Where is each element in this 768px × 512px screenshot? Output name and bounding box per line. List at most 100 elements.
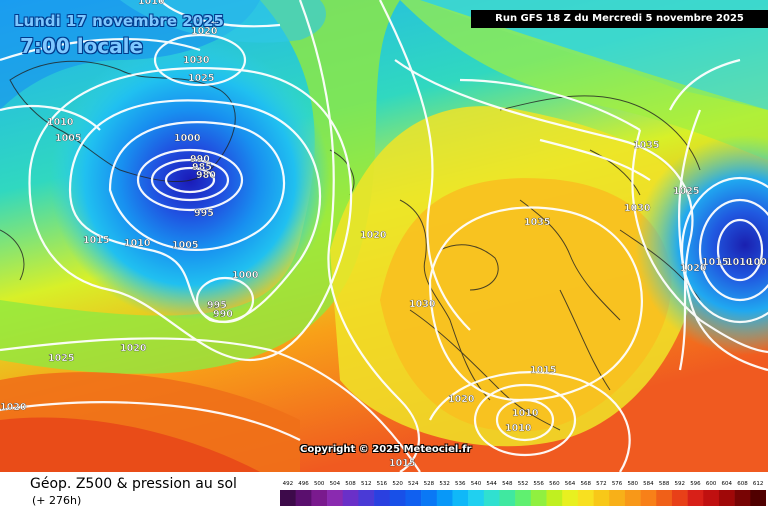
isobar-label: 1010 — [138, 0, 165, 7]
scale-swatch — [358, 490, 375, 506]
scale-tick-label: 584 — [643, 481, 654, 487]
scale-tick-label: 536 — [455, 481, 466, 487]
scale-tick-label: 600 — [706, 481, 717, 487]
scale-swatch — [421, 490, 438, 506]
weather-map: 1010 1020 1030 1025 1010 1005 1000 990 9… — [0, 0, 768, 472]
isobar-label: 990 — [213, 309, 233, 320]
isobar-label: 1020 — [448, 394, 475, 405]
scale-swatch — [530, 490, 547, 506]
scale-tick-label: 580 — [627, 481, 638, 487]
scale-tick-label: 596 — [690, 481, 701, 487]
scale-tick-label: 608 — [737, 481, 748, 487]
scale-swatch — [546, 490, 563, 506]
isobar-label: 1020 — [120, 343, 147, 354]
forecast-date: Lundi 17 novembre 2025 — [14, 12, 224, 30]
isobar-label: 1030 — [409, 299, 436, 310]
scale-swatch — [452, 490, 469, 506]
scale-tick-label: 512 — [361, 481, 372, 487]
scale-swatch — [327, 490, 344, 506]
isobar-label: 1020 — [360, 230, 387, 241]
scale-swatch — [468, 490, 485, 506]
scale-swatch — [703, 490, 720, 506]
isobar-label: 1005 — [172, 240, 198, 251]
isobar-label: 1030 — [624, 203, 651, 214]
scale-swatch — [436, 490, 453, 506]
isobar-label: 1000 — [174, 133, 201, 144]
scale-swatch — [389, 490, 406, 506]
scale-swatch — [640, 490, 657, 506]
scale-swatch — [687, 490, 704, 506]
isobar-label: 1015 — [83, 235, 109, 246]
scale-tick-label: 540 — [471, 481, 482, 487]
scale-swatch — [718, 490, 735, 506]
isobar-label: 1010 — [726, 257, 753, 268]
isobar-label: 1000 — [232, 270, 259, 281]
scale-swatch — [515, 490, 532, 506]
scale-swatch — [734, 490, 751, 506]
scale-tick-label: 504 — [330, 481, 341, 487]
isobar-label: 1015 — [530, 365, 556, 376]
isobar-label: 1005 — [747, 257, 768, 268]
scale-tick-label: 508 — [345, 481, 356, 487]
scale-swatch — [577, 490, 594, 506]
forecast-lead-time: (+ 276h) — [32, 494, 82, 507]
isobar-label: 1010 — [512, 408, 539, 419]
scale-swatch — [671, 490, 688, 506]
isobar-label: 1025 — [673, 186, 699, 197]
run-info-banner: Run GFS 18 Z du Mercredi 5 novembre 2025 — [471, 10, 768, 28]
isobar-label: 1010 — [47, 117, 74, 128]
scale-swatch — [374, 490, 391, 506]
isobar-label: 1010 — [505, 423, 532, 434]
scale-tick-label: 556 — [533, 481, 544, 487]
scale-swatch — [499, 490, 516, 506]
forecast-time: 7:00 locale — [20, 34, 144, 58]
scale-swatch — [609, 490, 626, 506]
color-scale-legend: 492 496 500 504 508 512 516 520 524 528 532 536 540 5… — [280, 481, 766, 506]
scale-tick-label: 524 — [408, 481, 419, 487]
scale-tick-label: 548 — [502, 481, 513, 487]
scale-tick-label: 552 — [518, 481, 529, 487]
scale-tick-label: 604 — [722, 481, 733, 487]
isobar-label: 990 — [190, 154, 210, 165]
map-title: Géop. Z500 & pression au sol — [30, 476, 237, 492]
isobar-label: 1035 — [633, 140, 659, 151]
scale-tick-label: 528 — [424, 481, 435, 487]
isobar-label: 1010 — [124, 238, 151, 249]
scale-swatch — [656, 490, 673, 506]
scale-tick-label: 612 — [753, 481, 764, 487]
scale-swatch — [342, 490, 359, 506]
scale-tick-label: 492 — [283, 481, 294, 487]
scale-swatch — [405, 490, 422, 506]
isobar-label: 980 — [196, 170, 216, 181]
isobar-label: 1020 — [0, 402, 27, 413]
scale-tick-label: 588 — [659, 481, 670, 487]
isobar-label: 1020 — [191, 26, 218, 37]
scale-swatch — [750, 490, 766, 506]
scale-tick-label: 572 — [596, 481, 607, 487]
scale-tick-label: 544 — [486, 481, 497, 487]
scale-swatch — [311, 490, 328, 506]
isobar-label: 1005 — [55, 133, 81, 144]
scale-tick-label: 516 — [377, 481, 388, 487]
scale-tick-label: 564 — [565, 481, 576, 487]
scale-tick-label: 496 — [298, 481, 309, 487]
scale-tick-label: 520 — [392, 481, 403, 487]
isobar-label: 1025 — [48, 353, 74, 364]
isobar-label: 985 — [192, 162, 212, 173]
isobar-label: 1025 — [188, 73, 214, 84]
isobar-label: 1020 — [680, 263, 707, 274]
scale-tick-label: 592 — [675, 481, 686, 487]
scale-swatch — [593, 490, 610, 506]
scale-swatch — [295, 490, 312, 506]
scale-tick-label: 560 — [549, 481, 560, 487]
scale-swatch — [624, 490, 641, 506]
isobar-label: 995 — [194, 208, 214, 219]
scale-tick-label: 500 — [314, 481, 325, 487]
scale-swatch — [562, 490, 579, 506]
scale-tick-label: 532 — [439, 481, 450, 487]
copyright-notice: Copyright © 2025 Meteociel.fr — [300, 444, 472, 455]
isobar-label: 1035 — [524, 217, 550, 228]
isobar-label: 1015 — [389, 458, 415, 469]
isobar-label: 995 — [207, 300, 227, 311]
